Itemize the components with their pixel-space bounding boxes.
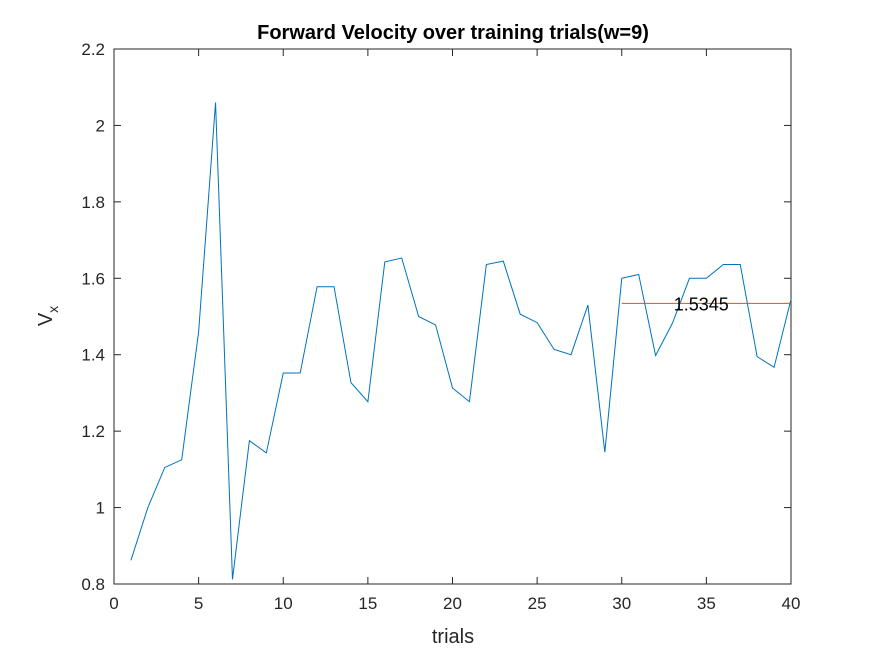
x-axis-ticks: 0 5 10 15 20 25 30 35 40 [109, 49, 800, 613]
x-axis-label: trials [432, 626, 474, 648]
y-axis-ticks: 0.8 1 1.2 1.4 1.6 1.8 2 2.2 [81, 40, 791, 594]
y-tick-label: 0.8 [81, 575, 105, 594]
y-tick-label: 1.4 [81, 346, 105, 365]
series-line-1 [130, 102, 792, 580]
y-axis-label-subscript: x [45, 306, 61, 313]
chart-title: Forward Velocity over training trials(w=… [257, 22, 649, 44]
y-axis-label-main: V [35, 312, 57, 326]
x-tick-label: 15 [358, 594, 377, 613]
y-tick-label: 2 [96, 116, 105, 135]
x-tick-label: 20 [443, 594, 462, 613]
series-layer [130, 102, 792, 580]
x-tick-label: 35 [697, 594, 716, 613]
plot-area: 1.5345 [113, 48, 792, 585]
x-tick-label: 0 [109, 594, 118, 613]
x-tick-label: 5 [194, 594, 203, 613]
y-axis-label: Vx [35, 306, 61, 326]
y-tick-label: 1 [96, 499, 105, 518]
y-tick-label: 2.2 [81, 40, 105, 59]
axes-box [113, 48, 792, 585]
annotation-layer: 1.5345 [674, 294, 729, 314]
x-tick-label: 40 [782, 594, 801, 613]
y-tick-label: 1.8 [81, 193, 105, 212]
x-tick-label: 10 [274, 594, 293, 613]
x-tick-label: 25 [528, 594, 547, 613]
mean-value-annotation: 1.5345 [674, 294, 729, 314]
y-tick-label: 1.2 [81, 422, 105, 441]
x-tick-label: 30 [612, 594, 631, 613]
y-tick-label: 1.6 [81, 269, 105, 288]
